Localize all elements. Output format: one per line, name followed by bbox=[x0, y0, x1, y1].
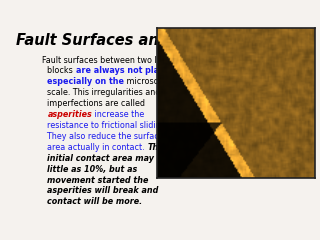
Text: asperities will break and: asperities will break and bbox=[47, 186, 159, 195]
Text: The: The bbox=[148, 143, 164, 152]
Text: resistance to frictional sliding.: resistance to frictional sliding. bbox=[43, 121, 169, 130]
Text: area actually in contact.: area actually in contact. bbox=[43, 143, 148, 152]
Text: microscopic: microscopic bbox=[124, 78, 175, 86]
Text: especially on the: especially on the bbox=[47, 78, 124, 86]
Text: imperfections are called: imperfections are called bbox=[43, 99, 146, 108]
Text: increase the: increase the bbox=[92, 110, 145, 119]
Text: Fault Surfaces and Frictional sliding: Fault Surfaces and Frictional sliding bbox=[16, 33, 312, 48]
Text: movement started the: movement started the bbox=[47, 175, 149, 185]
Text: scale. This irregularities and: scale. This irregularities and bbox=[43, 88, 161, 97]
Text: little as 10%, but as: little as 10%, but as bbox=[47, 165, 138, 174]
Text: asperities: asperities bbox=[47, 110, 92, 119]
Text: blocks: blocks bbox=[43, 66, 76, 76]
Text: Fault surfaces between two large: Fault surfaces between two large bbox=[43, 56, 176, 65]
Text: initial contact area may be as: initial contact area may be as bbox=[47, 154, 181, 163]
Text: are always not planar: are always not planar bbox=[76, 66, 174, 76]
Text: contact will be more.: contact will be more. bbox=[47, 197, 143, 206]
Text: They also reduce the surface: They also reduce the surface bbox=[43, 132, 164, 141]
